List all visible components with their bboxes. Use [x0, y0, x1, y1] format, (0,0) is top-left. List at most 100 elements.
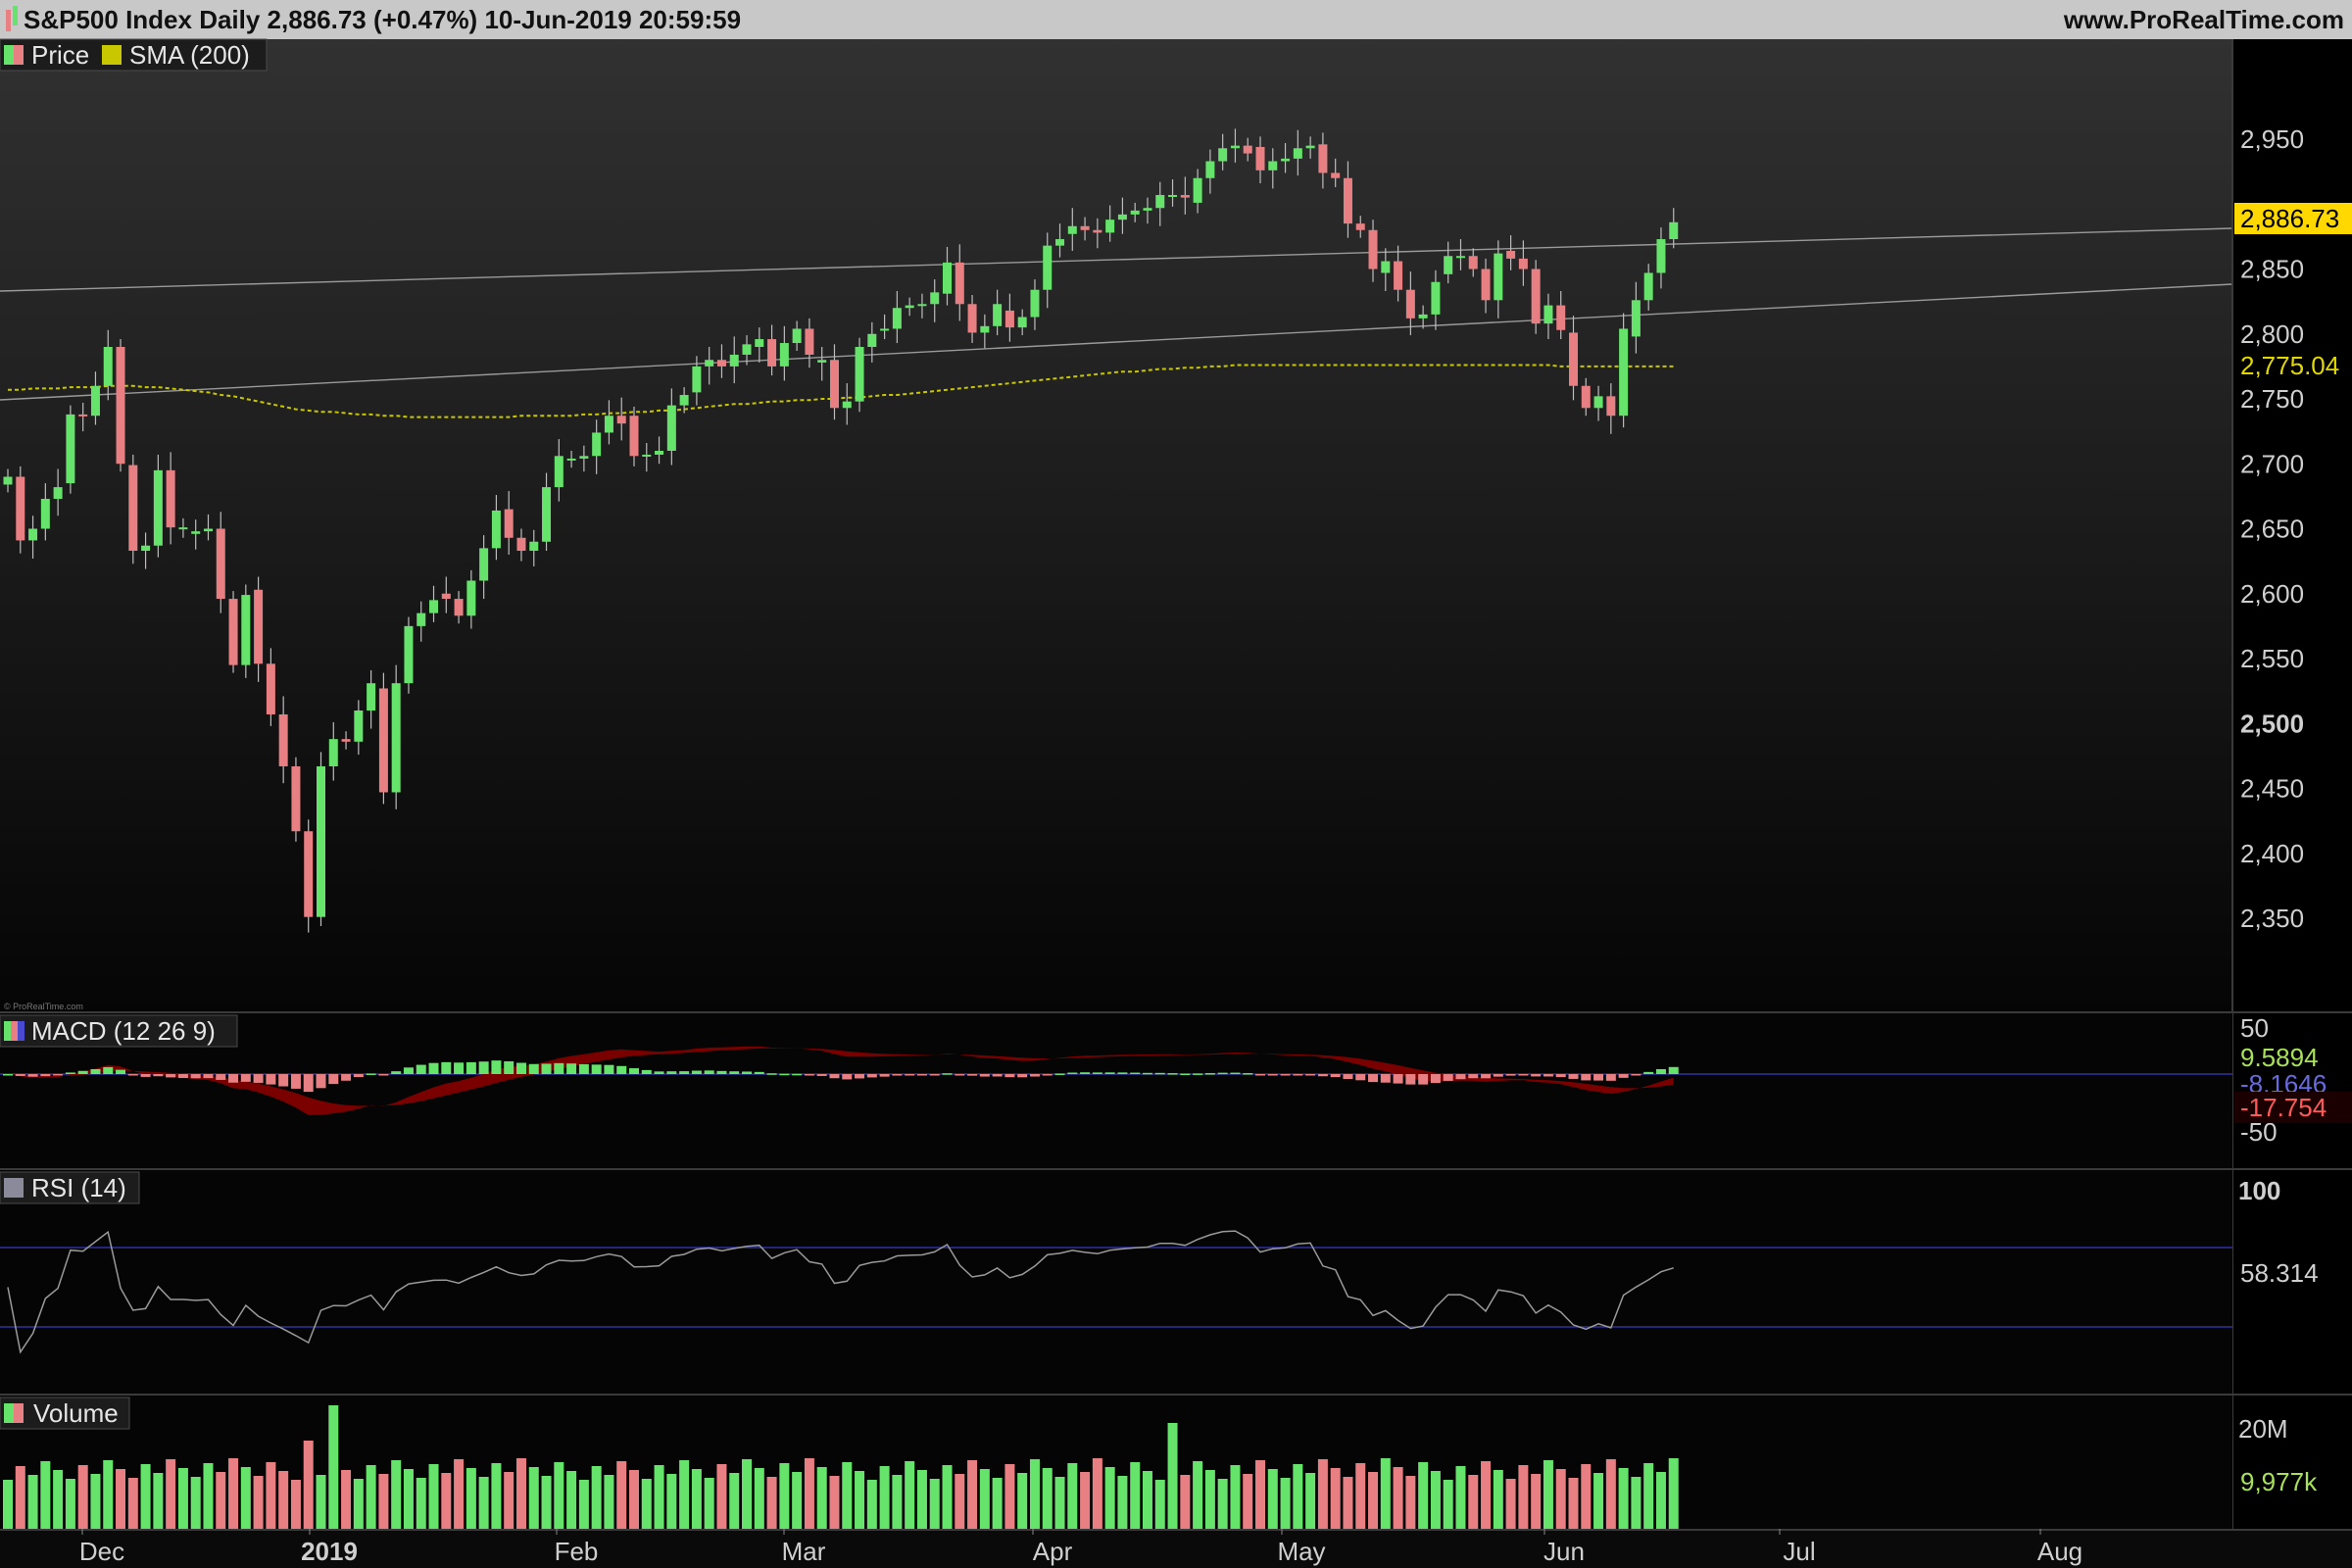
- candle-body[interactable]: [404, 625, 414, 684]
- candle-body[interactable]: [1143, 208, 1152, 211]
- candle-body[interactable]: [542, 487, 552, 542]
- candle-body[interactable]: [491, 510, 501, 549]
- candle-body[interactable]: [616, 416, 626, 424]
- candle-body[interactable]: [1218, 148, 1228, 162]
- candle-body[interactable]: [1506, 250, 1516, 259]
- candle-body[interactable]: [1455, 256, 1465, 259]
- candle-body[interactable]: [40, 499, 50, 529]
- candle-body[interactable]: [692, 366, 702, 393]
- candle-body[interactable]: [905, 305, 914, 309]
- candle-body[interactable]: [66, 414, 75, 484]
- candle-body[interactable]: [705, 360, 714, 367]
- candle-body[interactable]: [1268, 161, 1278, 171]
- candle-body[interactable]: [1394, 261, 1403, 290]
- candle-body[interactable]: [755, 339, 764, 347]
- candle-body[interactable]: [504, 509, 514, 538]
- candle-body[interactable]: [1205, 161, 1215, 178]
- candle-body[interactable]: [278, 713, 288, 766]
- candle-body[interactable]: [479, 548, 489, 581]
- candle-body[interactable]: [817, 360, 827, 363]
- candle-body[interactable]: [128, 465, 138, 552]
- candle-body[interactable]: [141, 545, 151, 552]
- candle-body[interactable]: [466, 580, 476, 616]
- candle-body[interactable]: [917, 304, 927, 307]
- candle-body[interactable]: [317, 765, 325, 917]
- candle-body[interactable]: [642, 454, 652, 457]
- candle-body[interactable]: [1305, 145, 1315, 149]
- candle-body[interactable]: [1093, 229, 1102, 233]
- candle-body[interactable]: [53, 487, 63, 500]
- candle-body[interactable]: [604, 416, 613, 433]
- candle-body[interactable]: [391, 683, 401, 793]
- upper-trendline[interactable]: [0, 227, 2233, 292]
- candle-body[interactable]: [855, 347, 864, 402]
- candle-body[interactable]: [1281, 158, 1291, 162]
- candle-body[interactable]: [1017, 317, 1027, 328]
- candle-body[interactable]: [742, 344, 752, 355]
- candle-body[interactable]: [1418, 314, 1428, 318]
- candle-body[interactable]: [203, 528, 213, 532]
- candle-body[interactable]: [1631, 300, 1641, 337]
- candle-body[interactable]: [441, 593, 451, 600]
- candle-body[interactable]: [254, 589, 264, 664]
- candle-body[interactable]: [1518, 258, 1528, 270]
- candle-body[interactable]: [1619, 328, 1629, 416]
- candle-body[interactable]: [829, 360, 839, 409]
- candle-body[interactable]: [679, 395, 689, 406]
- candle-body[interactable]: [1030, 289, 1040, 318]
- candle-body[interactable]: [1180, 194, 1190, 198]
- candle-body[interactable]: [1243, 145, 1252, 154]
- candle-body[interactable]: [842, 401, 852, 409]
- candle-body[interactable]: [1230, 145, 1240, 149]
- candle-body[interactable]: [454, 599, 464, 616]
- candle-body[interactable]: [1581, 385, 1591, 409]
- candle-body[interactable]: [291, 765, 301, 832]
- candle-body[interactable]: [1444, 256, 1453, 274]
- candle-body[interactable]: [579, 456, 589, 459]
- candle-body[interactable]: [328, 739, 338, 766]
- candle-body[interactable]: [78, 414, 88, 416]
- candle-body[interactable]: [16, 476, 25, 541]
- candle-body[interactable]: [1606, 396, 1616, 416]
- candle-body[interactable]: [516, 537, 526, 552]
- candle-body[interactable]: [779, 343, 789, 367]
- candle-body[interactable]: [266, 663, 275, 714]
- candle-body[interactable]: [716, 360, 726, 367]
- candle-body[interactable]: [1481, 269, 1491, 301]
- candle-body[interactable]: [1004, 310, 1014, 328]
- candle-body[interactable]: [1080, 225, 1090, 230]
- candle-body[interactable]: [103, 347, 113, 386]
- candle-body[interactable]: [943, 262, 952, 294]
- candle-body[interactable]: [1355, 223, 1365, 230]
- candle-body[interactable]: [1405, 289, 1415, 318]
- site-label[interactable]: www.ProRealTime.com: [2063, 5, 2344, 34]
- candle-body[interactable]: [90, 385, 100, 416]
- lower-trendline[interactable]: [0, 283, 2233, 401]
- candle-body[interactable]: [892, 308, 902, 329]
- candle-body[interactable]: [1055, 239, 1065, 246]
- candle-body[interactable]: [1494, 253, 1503, 301]
- candle-body[interactable]: [1569, 332, 1578, 386]
- candle-body[interactable]: [629, 416, 639, 457]
- candle-body[interactable]: [1293, 148, 1302, 159]
- candle-body[interactable]: [980, 325, 990, 333]
- candle-body[interactable]: [304, 831, 314, 917]
- candle-body[interactable]: [666, 405, 676, 451]
- candle-body[interactable]: [930, 292, 940, 305]
- candle-body[interactable]: [1669, 221, 1679, 240]
- candle-body[interactable]: [1331, 172, 1341, 178]
- candle-body[interactable]: [28, 528, 38, 541]
- candle-body[interactable]: [341, 739, 351, 742]
- candle-body[interactable]: [1381, 261, 1391, 273]
- candle-body[interactable]: [867, 333, 877, 347]
- candle-body[interactable]: [592, 432, 602, 457]
- candle-body[interactable]: [655, 451, 664, 455]
- candle-body[interactable]: [1105, 220, 1115, 233]
- candle-body[interactable]: [1431, 281, 1441, 315]
- candle-body[interactable]: [767, 339, 777, 367]
- candle-body[interactable]: [1318, 144, 1328, 173]
- candle-body[interactable]: [153, 469, 163, 546]
- candle-body[interactable]: [554, 456, 564, 488]
- candle-body[interactable]: [1468, 256, 1478, 270]
- candle-body[interactable]: [228, 599, 238, 665]
